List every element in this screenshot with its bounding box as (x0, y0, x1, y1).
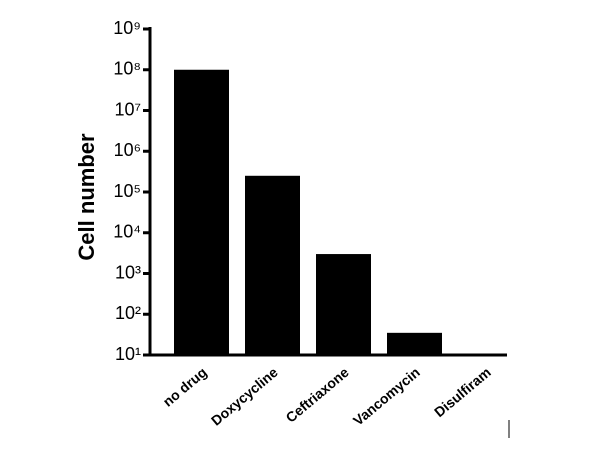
bar (387, 332, 442, 355)
x-tick-label: Doxycycline (208, 364, 281, 429)
y-tick-label: 10⁹ (113, 18, 141, 38)
y-tick-label: 10⁷ (114, 99, 141, 119)
x-tick-label: Ceftriaxone (283, 364, 352, 426)
y-tick-label: 10⁶ (114, 140, 141, 160)
x-tick-label: Disulfiram (431, 364, 494, 420)
bar (174, 69, 229, 355)
y-tick-label: 10⁵ (114, 181, 141, 201)
x-tick-label: Vancomycin (350, 364, 423, 429)
y-tick-label: 10³ (115, 262, 141, 282)
y-axis-label: Cell number (74, 133, 99, 261)
x-tick-label: no drug (160, 364, 210, 410)
y-tick-label: 10¹ (115, 344, 141, 364)
bar (245, 175, 300, 355)
y-tick-label: 10⁸ (113, 59, 141, 79)
y-tick-label: 10⁴ (113, 222, 141, 242)
y-tick-label: 10² (115, 303, 141, 323)
bar (316, 254, 371, 355)
